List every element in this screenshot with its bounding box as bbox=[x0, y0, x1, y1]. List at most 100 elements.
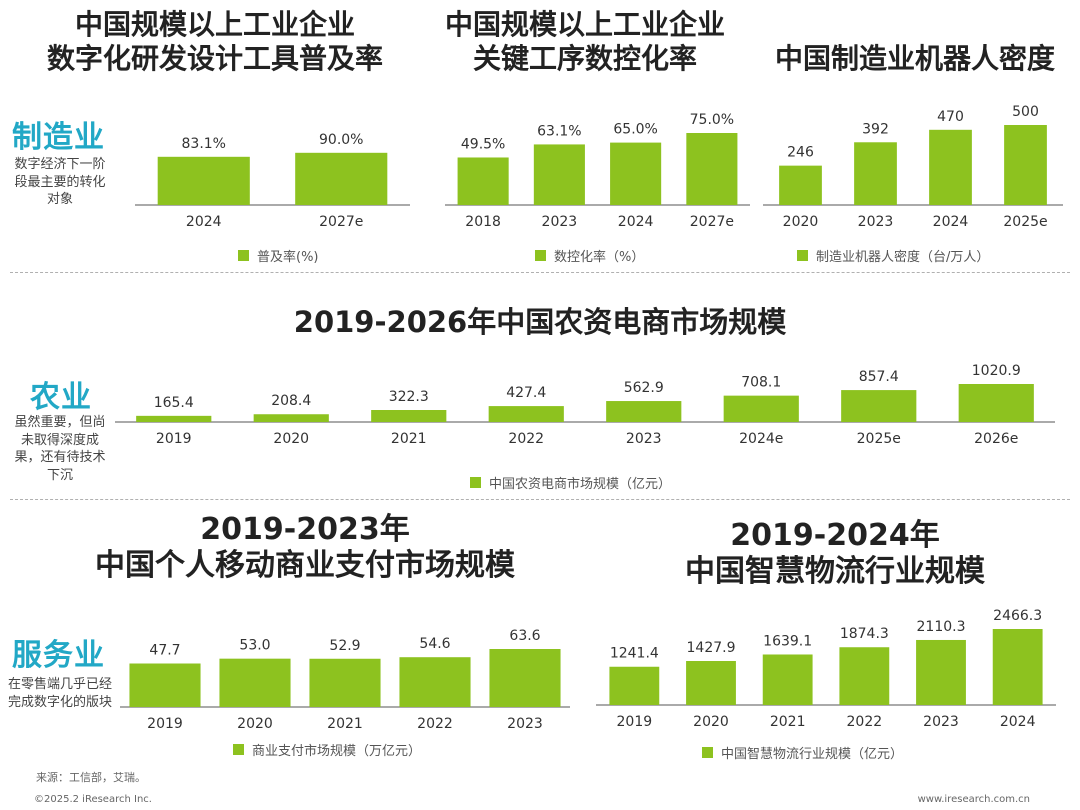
tick-label-2023: 2023 bbox=[858, 214, 894, 230]
chart-design-tools: 83.1% 2024 90.0% 2027e bbox=[135, 132, 410, 230]
tick-label-2020: 2020 bbox=[693, 714, 729, 730]
chart-robot-density: 246 2020 392 2023 470 2024 500 2025e bbox=[763, 104, 1063, 230]
chart-title-agri-ecommerce: 2019-2026年中国农资电商市场规模 bbox=[293, 305, 787, 339]
chart-cnc-rate: 49.5% 2018 63.1% 2023 65.0% 2024 75.0% 2027e bbox=[445, 112, 750, 230]
bar-2022 bbox=[399, 657, 471, 707]
data-label-2020: 246 bbox=[787, 145, 814, 161]
tick-label-2024: 2024 bbox=[186, 214, 222, 230]
source-note: 来源：工信部，艾瑞。 bbox=[36, 771, 146, 784]
bar-2027e bbox=[686, 133, 738, 205]
data-label-2023: 2110.3 bbox=[917, 619, 966, 635]
tick-label-2024: 2024 bbox=[1000, 714, 1036, 730]
bar-2024e bbox=[723, 395, 799, 422]
data-label-2020: 53.0 bbox=[239, 638, 270, 654]
tick-label-2023: 2023 bbox=[542, 214, 578, 230]
chart-title-mobile-payment: 2019-2023年 中国个人移动商业支付市场规模 bbox=[95, 512, 515, 583]
data-label-2019: 1241.4 bbox=[610, 646, 659, 662]
tick-label-2019: 2019 bbox=[156, 431, 192, 447]
website: www.iresearch.com.cn bbox=[917, 794, 1030, 805]
tick-label-2025e: 2025e bbox=[857, 431, 901, 447]
data-label-2021: 52.9 bbox=[329, 638, 360, 654]
tick-label-2023: 2023 bbox=[507, 716, 543, 732]
data-label-2023: 63.6 bbox=[509, 628, 540, 644]
legend-swatch-smart-logistics bbox=[702, 747, 713, 758]
legend-swatch-robot-density bbox=[797, 250, 808, 261]
section-label-agriculture: 农业 bbox=[30, 380, 92, 415]
data-label-2022: 427.4 bbox=[506, 385, 546, 401]
section-label-manufacturing: 制造业 bbox=[12, 120, 105, 155]
bar-2025e bbox=[1004, 125, 1047, 205]
legend-label-cnc-rate: 数控化率（%） bbox=[554, 250, 645, 265]
tick-label-2024e: 2024e bbox=[739, 431, 783, 447]
legend-swatch-agri-ecommerce bbox=[470, 477, 481, 488]
legend-cnc-rate: 数控化率（%） bbox=[535, 246, 644, 265]
tick-label-2022: 2022 bbox=[508, 431, 544, 447]
data-label-2018: 49.5% bbox=[461, 136, 505, 152]
bar-2023 bbox=[489, 649, 561, 707]
data-label-2024e: 708.1 bbox=[741, 375, 781, 391]
data-label-2025e: 500 bbox=[1012, 104, 1039, 120]
data-label-2021: 1639.1 bbox=[763, 633, 812, 649]
data-label-2023: 562.9 bbox=[624, 380, 664, 396]
tick-label-2021: 2021 bbox=[391, 431, 427, 447]
bar-2027e bbox=[295, 152, 388, 205]
bar-2020 bbox=[779, 165, 822, 205]
bar-2025e bbox=[841, 390, 917, 422]
data-label-2020: 208.4 bbox=[271, 393, 311, 409]
legend-smart-logistics: 中国智慧物流行业规模（亿元） bbox=[702, 743, 903, 762]
tick-label-2022: 2022 bbox=[417, 716, 453, 732]
bar-2024 bbox=[157, 156, 250, 205]
tick-label-2025e: 2025e bbox=[1003, 214, 1047, 230]
data-label-2022: 54.6 bbox=[419, 636, 450, 652]
legend-mobile-payment: 商业支付市场规模（万亿元） bbox=[233, 740, 421, 759]
bar-2024 bbox=[992, 629, 1043, 705]
bar-2018 bbox=[457, 157, 509, 205]
data-label-2023: 392 bbox=[862, 121, 889, 137]
bar-2024 bbox=[610, 142, 662, 205]
tick-label-2023: 2023 bbox=[626, 431, 662, 447]
legend-swatch-cnc-rate bbox=[535, 250, 546, 261]
bar-2023 bbox=[606, 401, 682, 422]
bar-2019 bbox=[609, 666, 660, 705]
tick-label-2027e: 2027e bbox=[690, 214, 734, 230]
legend-design-tools: 普及率(%) bbox=[238, 246, 319, 265]
tick-label-2024: 2024 bbox=[618, 214, 654, 230]
bar-2019 bbox=[136, 415, 212, 422]
chart-title-smart-logistics: 2019-2024年 中国智慧物流行业规模 bbox=[685, 518, 985, 589]
data-label-2019: 47.7 bbox=[149, 643, 180, 659]
legend-label-mobile-payment: 商业支付市场规模（万亿元） bbox=[252, 744, 422, 759]
data-label-2019: 165.4 bbox=[154, 395, 194, 411]
section-note-services: 在零售端几乎已经完成数字化的版块 bbox=[8, 677, 113, 710]
bar-2020 bbox=[253, 414, 329, 422]
bar-2021 bbox=[762, 654, 813, 705]
bar-2021 bbox=[309, 658, 381, 707]
data-label-2024: 470 bbox=[937, 109, 964, 125]
data-label-2026e: 1020.9 bbox=[972, 363, 1021, 379]
legend-robot-density: 制造业机器人密度（台/万人） bbox=[797, 246, 989, 265]
data-label-2027e: 75.0% bbox=[690, 112, 734, 128]
bar-2021 bbox=[371, 410, 447, 422]
bar-2023 bbox=[916, 639, 966, 705]
tick-label-2020: 2020 bbox=[783, 214, 819, 230]
data-label-2023: 63.1% bbox=[537, 123, 581, 139]
legend-swatch-mobile-payment bbox=[233, 744, 244, 755]
chart-title-robot-density: 中国制造业机器人密度 bbox=[774, 42, 1055, 75]
data-label-2022: 1874.3 bbox=[840, 626, 889, 642]
tick-label-2018: 2018 bbox=[465, 214, 501, 230]
section-divider-top bbox=[10, 272, 1070, 273]
tick-label-2019: 2019 bbox=[147, 716, 183, 732]
bar-2020 bbox=[686, 660, 736, 705]
copyright: ©2025.2 iResearch Inc. bbox=[34, 794, 152, 805]
section-note-manufacturing: 数字经济下一阶段最主要的转化对象 bbox=[14, 157, 106, 208]
legend-label-robot-density: 制造业机器人密度（台/万人） bbox=[816, 250, 990, 265]
data-label-2024: 65.0% bbox=[613, 122, 657, 138]
tick-label-2023: 2023 bbox=[923, 714, 959, 730]
legend-label-smart-logistics: 中国智慧物流行业规模（亿元） bbox=[721, 747, 904, 762]
tick-label-2021: 2021 bbox=[327, 716, 363, 732]
legend-label-agri-ecommerce: 中国农资电商市场规模（亿元） bbox=[489, 477, 672, 492]
data-label-2024: 83.1% bbox=[182, 136, 226, 152]
bar-2023 bbox=[854, 142, 897, 205]
section-label-services: 服务业 bbox=[12, 638, 105, 673]
chart-mobile-payment: 47.7 2019 53.0 2020 52.9 2021 54.6 2022 63.6 2023 bbox=[120, 628, 570, 732]
bar-2026e bbox=[958, 384, 1034, 422]
